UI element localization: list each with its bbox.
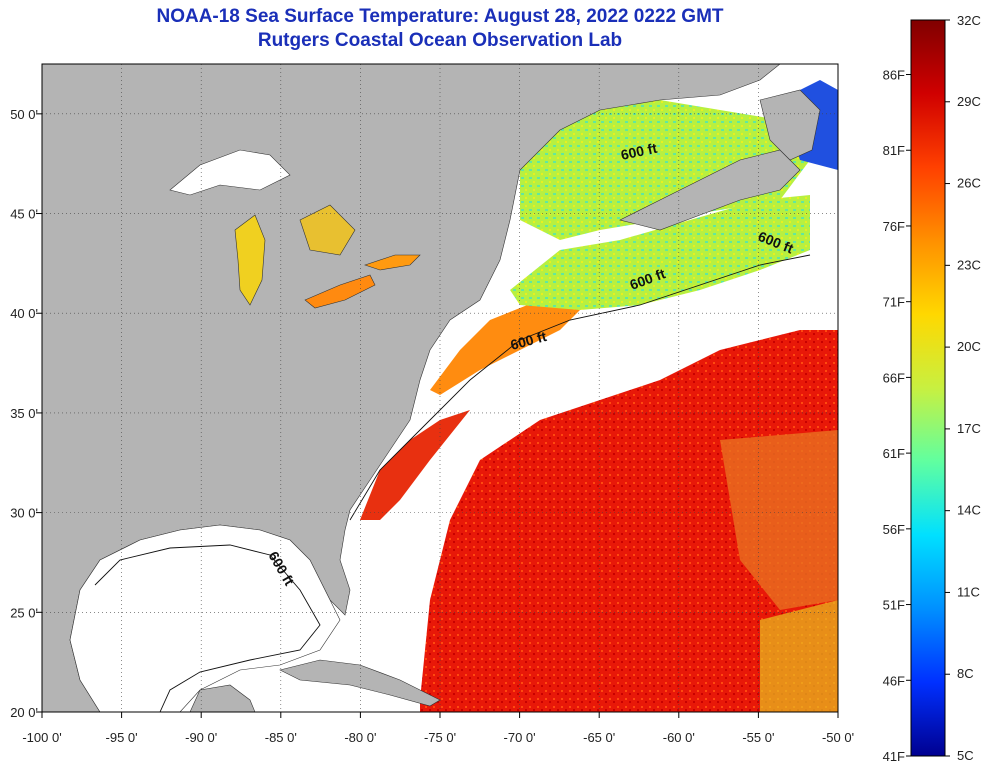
lat-tick-label: 45 0' bbox=[10, 207, 38, 222]
celsius-label: 14C bbox=[957, 503, 981, 518]
mid-atlantic-shelf-water bbox=[430, 300, 580, 395]
lake-ontario bbox=[364, 254, 421, 271]
colorbar-celsius-labels: 32C 29C 26C 23C 20C 17C 14C 11C 8C 5C bbox=[957, 13, 981, 763]
map-title: NOAA-18 Sea Surface Temperature: August … bbox=[156, 6, 724, 27]
fahrenheit-label: 86F bbox=[883, 68, 905, 83]
colorbar-gradient bbox=[910, 19, 946, 757]
lat-lon-grid bbox=[42, 64, 838, 712]
celsius-label: 17C bbox=[957, 421, 981, 436]
georges-bank-water bbox=[510, 195, 810, 310]
lon-tick-label: -95 0' bbox=[106, 730, 138, 745]
lon-tick-label: -65 0' bbox=[583, 730, 615, 745]
longitude-axis: -100 0' -95 0' -90 0' -85 0' -80 0' -75 0' -70… bbox=[22, 712, 854, 745]
fahrenheit-label: 46F bbox=[883, 673, 905, 688]
fahrenheit-label: 41F bbox=[883, 749, 905, 764]
contour-label: 600 ft bbox=[619, 140, 658, 163]
fahrenheit-label: 76F bbox=[883, 219, 905, 234]
lat-tick-label: 25 0' bbox=[10, 605, 38, 620]
gulf-stream-water bbox=[360, 410, 470, 520]
celsius-label: 5C bbox=[957, 748, 974, 763]
yucatan-land bbox=[189, 684, 256, 712]
lon-tick-label: -85 0' bbox=[265, 730, 297, 745]
colorbar-ticks bbox=[906, 19, 950, 757]
celsius-label: 11C bbox=[957, 584, 980, 599]
lake-michigan bbox=[234, 214, 266, 306]
map-subtitle: Rutgers Coastal Ocean Observation Lab bbox=[257, 30, 623, 51]
depth-contours bbox=[94, 254, 811, 712]
south-east-water bbox=[760, 600, 838, 712]
lat-tick-label: 30 0' bbox=[10, 506, 38, 521]
latitude-axis: 50 0' 45 0' 40 0' 35 0' 30 0' 25 0' 20 0' bbox=[10, 107, 42, 720]
fahrenheit-label: 81F bbox=[883, 143, 905, 158]
lake-erie bbox=[304, 274, 376, 309]
lon-tick-label: -100 0' bbox=[22, 730, 61, 745]
lon-tick-label: -75 0' bbox=[424, 730, 456, 745]
lat-tick-label: 50 0' bbox=[10, 107, 38, 122]
lake-superior bbox=[169, 149, 291, 196]
celsius-label: 32C bbox=[957, 13, 981, 28]
warm-east-water bbox=[720, 430, 838, 610]
colorbar: 32C 29C 26C 23C 20C 17C 14C 11C 8C 5C 86F 81F 76F 71… bbox=[883, 13, 981, 764]
map-frame: 600 ft 600 ft 600 ft 600 ft 600 ft bbox=[42, 64, 838, 712]
atlantic-contour bbox=[349, 254, 811, 521]
lon-tick-label: -70 0' bbox=[504, 730, 536, 745]
gulf-contour bbox=[94, 544, 321, 712]
celsius-label: 23C bbox=[957, 257, 981, 272]
celsius-label: 29C bbox=[957, 94, 981, 109]
lon-tick-label: -80 0' bbox=[344, 730, 376, 745]
celsius-label: 8C bbox=[957, 666, 974, 681]
fahrenheit-label: 51F bbox=[883, 598, 905, 613]
lake-huron bbox=[299, 204, 356, 256]
celsius-label: 26C bbox=[957, 176, 981, 191]
fahrenheit-label: 71F bbox=[883, 295, 905, 310]
nova-scotia-land bbox=[619, 149, 801, 231]
gulf-of-mexico bbox=[69, 524, 341, 712]
lat-tick-label: 40 0' bbox=[10, 306, 38, 321]
fahrenheit-label: 61F bbox=[883, 446, 905, 461]
colorbar-fahrenheit-labels: 86F 81F 76F 71F 66F 61F 56F 51F 46F 41F bbox=[883, 68, 905, 764]
gulf-of-st-lawrence-water bbox=[520, 100, 810, 240]
lat-tick-label: 35 0' bbox=[10, 406, 38, 421]
lon-tick-label: -50 0' bbox=[822, 730, 854, 745]
fahrenheit-label: 56F bbox=[883, 522, 905, 537]
newfoundland-land bbox=[759, 89, 821, 161]
lat-tick-label: 20 0' bbox=[10, 705, 38, 720]
cuba-land bbox=[279, 659, 441, 707]
lon-tick-label: -90 0' bbox=[185, 730, 217, 745]
fahrenheit-label: 66F bbox=[883, 370, 905, 385]
lon-tick-label: -60 0' bbox=[663, 730, 695, 745]
warm-sargasso-water bbox=[420, 330, 838, 712]
celsius-label: 20C bbox=[957, 339, 981, 354]
lon-tick-label: -55 0' bbox=[742, 730, 774, 745]
